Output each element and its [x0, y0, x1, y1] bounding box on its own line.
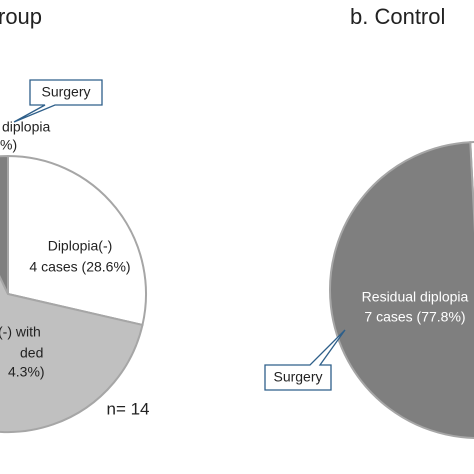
slice-label: ded: [20, 345, 43, 361]
pie-slice: [0, 154, 9, 295]
pie-slice: [7, 154, 147, 327]
pie-slice: [0, 274, 144, 433]
slice-label: diplopia: [2, 119, 50, 135]
annotation: Surgery: [273, 369, 322, 385]
callout: [264, 329, 346, 391]
slice-label: Residual diplopia: [362, 289, 469, 305]
charts: roup Diplopia(-) 4 cases (28.6%) (-) with de…: [0, 4, 474, 439]
chart-title: roup: [0, 4, 42, 29]
slice-label: (-) with: [0, 324, 41, 340]
slice-label: 7 cases (77.8%): [364, 309, 465, 325]
slice-label: Diplopia(-): [48, 238, 113, 254]
slice-label: 4 cases (28.6%): [29, 259, 130, 275]
pie-slice: [329, 141, 474, 439]
slice-label: 4.3%): [8, 364, 45, 380]
callout: [13, 79, 103, 123]
annotation: n= 14: [106, 399, 149, 418]
chart-title: b. Control: [350, 4, 445, 29]
annotation: Surgery: [41, 84, 90, 100]
slice-label: %): [0, 137, 17, 153]
